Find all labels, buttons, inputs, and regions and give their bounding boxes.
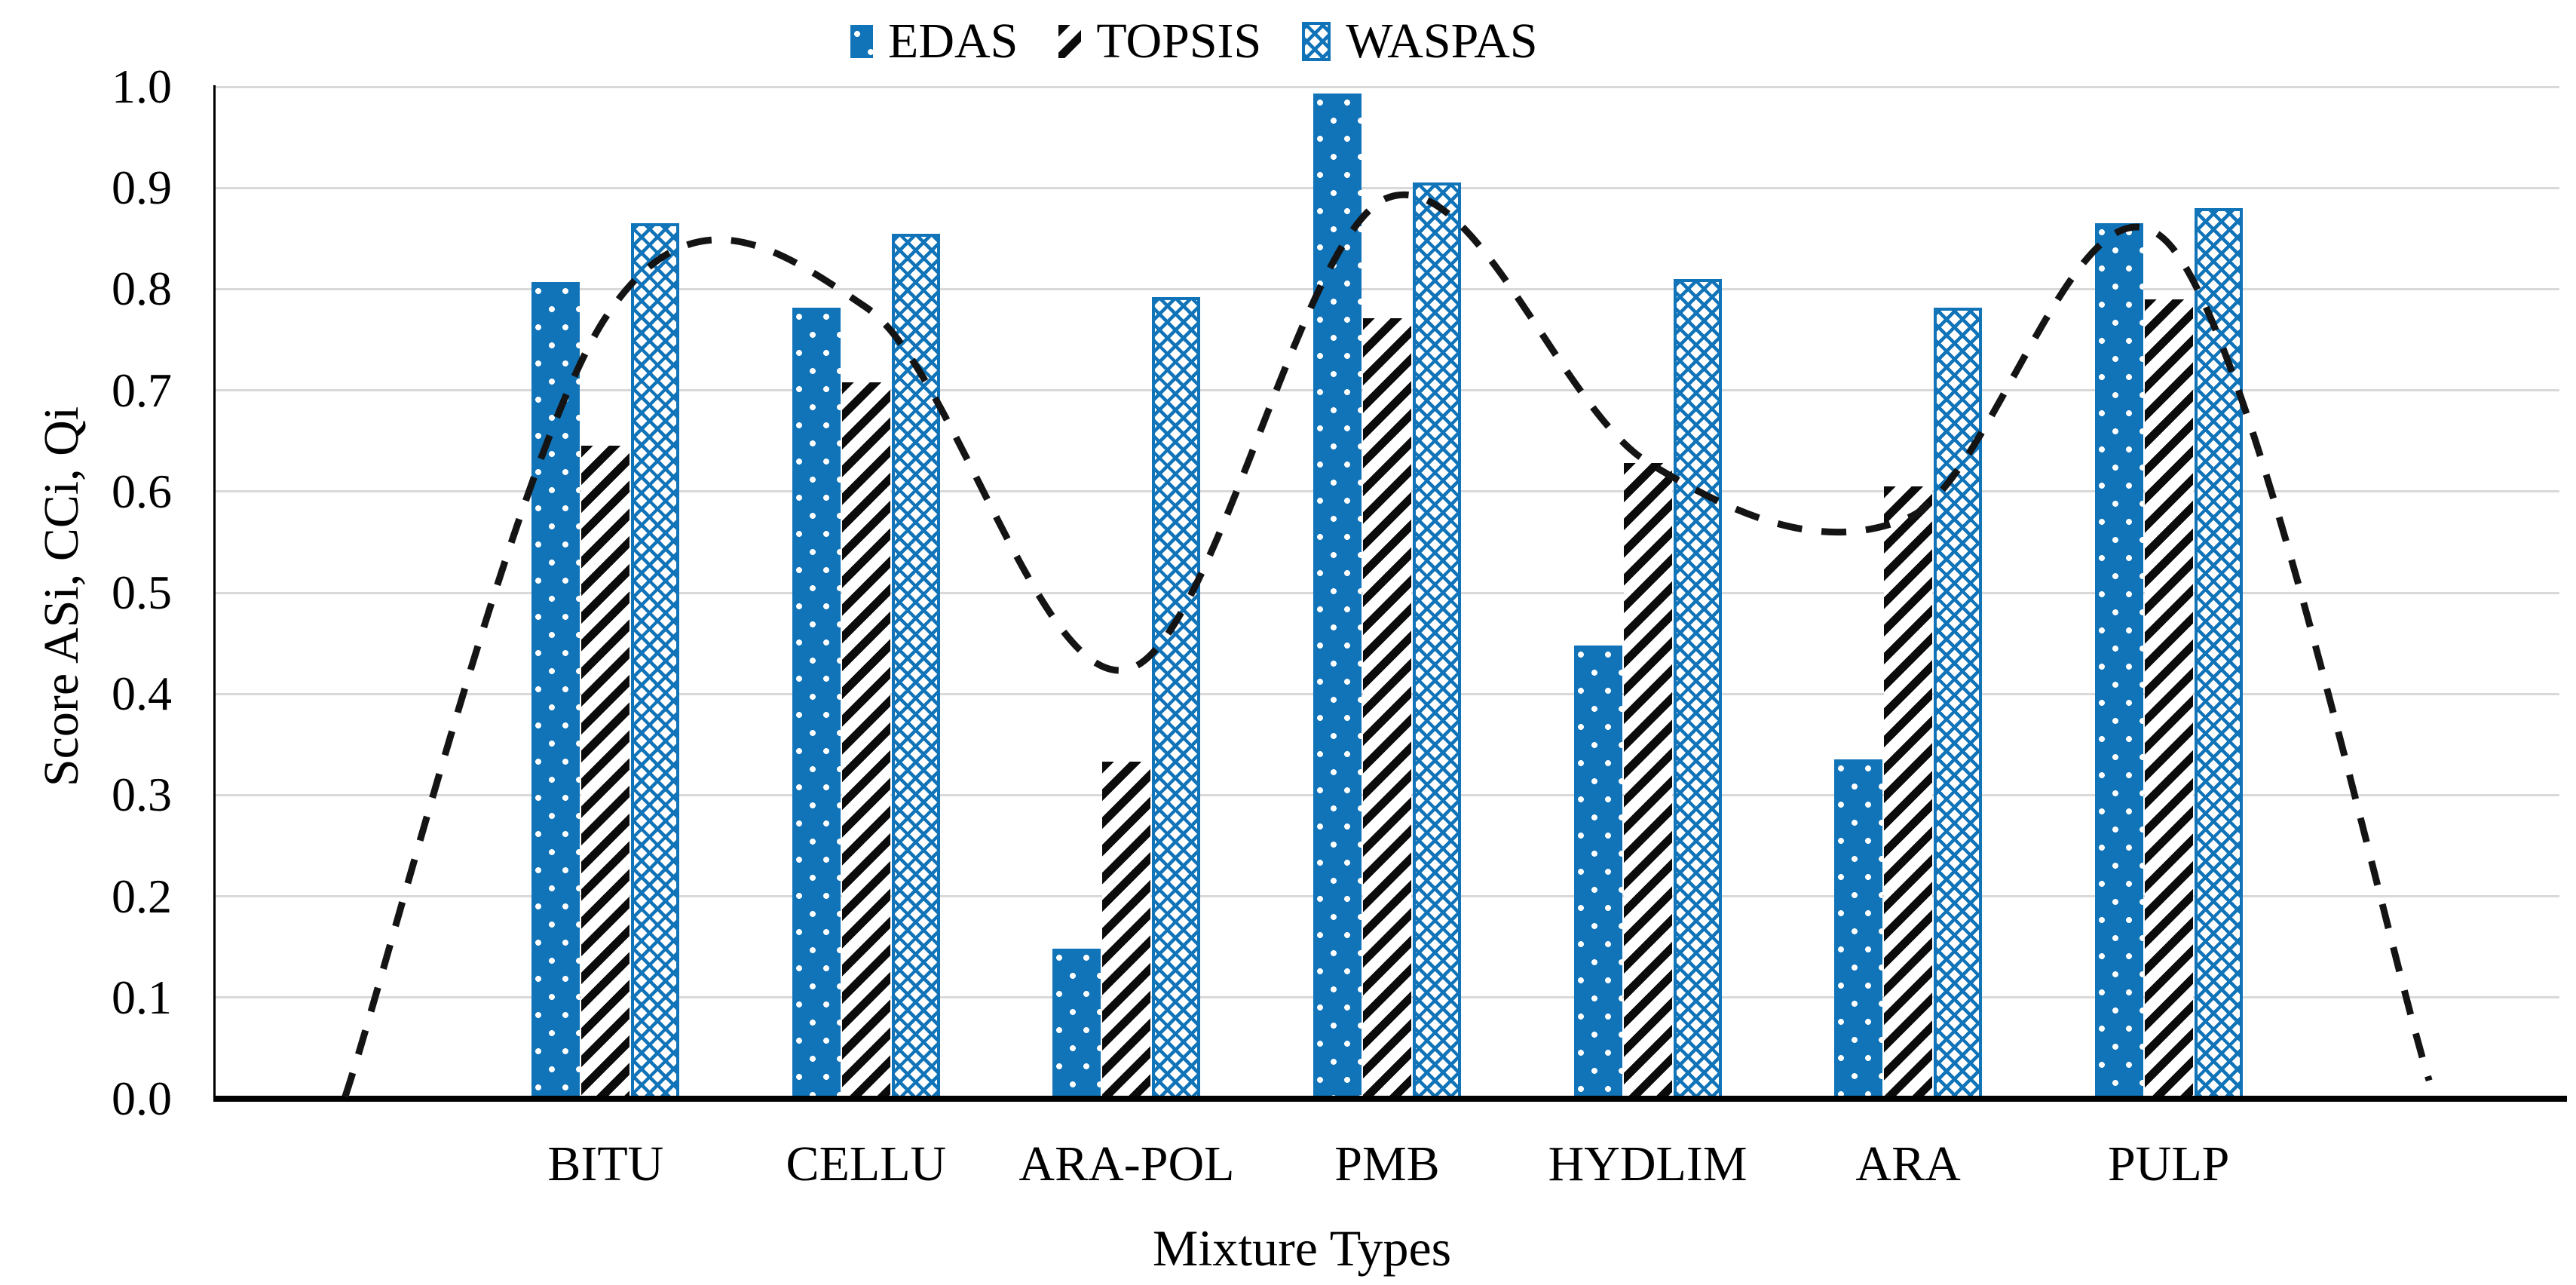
- bar-waspas-cellu: [891, 233, 940, 1099]
- bar-edas-pulp: [2094, 223, 2143, 1099]
- category-label-pulp: PULP: [2107, 1136, 2230, 1191]
- legend-label: EDAS: [888, 14, 1018, 69]
- y-tick-label: 0.3: [112, 768, 172, 822]
- bar-topsis-cellu: [841, 382, 890, 1099]
- category-label-hydlim: HYDLIM: [1548, 1136, 1747, 1191]
- bar-edas-ara: [1834, 759, 1883, 1099]
- bar-waspas-bitu: [631, 223, 680, 1099]
- legend-item-waspas: WASPAS: [1302, 14, 1538, 69]
- bar-edas-pmb: [1313, 94, 1362, 1099]
- category-label-bitu: BITU: [547, 1136, 664, 1191]
- edas-swatch-icon: [850, 25, 873, 58]
- category-label-pmb: PMB: [1334, 1136, 1440, 1191]
- y-tick-label: 0.8: [112, 262, 172, 316]
- bar-waspas-ara: [1934, 307, 1983, 1099]
- legend-item-edas: EDAS: [850, 17, 1018, 66]
- y-tick-label: 0.9: [112, 161, 172, 215]
- bar-topsis-pmb: [1363, 318, 1411, 1099]
- y-tick-label: 0.2: [112, 869, 172, 923]
- gridline: [215, 186, 2559, 189]
- y-tick-label: 0.5: [112, 566, 172, 619]
- y-tick-label: 0.1: [112, 970, 172, 1024]
- legend-label: TOPSIS: [1096, 14, 1262, 69]
- waspas-swatch-icon: [1302, 22, 1331, 61]
- y-tick-label: 0.6: [112, 464, 172, 518]
- bar-edas-ara-pol: [1052, 949, 1101, 1099]
- topsis-swatch-icon: [1058, 25, 1082, 58]
- x-axis-line: [213, 1096, 2567, 1102]
- bar-topsis-bitu: [581, 446, 630, 1099]
- bar-waspas-hydlim: [1673, 278, 1722, 1099]
- x-axis-title: Mixture Types: [1152, 1219, 1452, 1277]
- y-tick-label: 0.4: [112, 667, 172, 721]
- bar-waspas-ara-pol: [1152, 297, 1201, 1099]
- bar-waspas-pulp: [2194, 208, 2243, 1099]
- bar-waspas-pmb: [1413, 182, 1461, 1099]
- category-label-cellu: CELLU: [786, 1136, 947, 1191]
- gridline: [215, 85, 2559, 88]
- legend: EDAS TOPSIS WASPAS: [850, 17, 1538, 66]
- bar-topsis-ara-pol: [1102, 762, 1151, 1099]
- bar-edas-bitu: [531, 282, 580, 1099]
- y-tick-label: 0.7: [112, 363, 172, 417]
- y-tick-label: 1.0: [112, 60, 172, 113]
- bar-edas-hydlim: [1573, 645, 1622, 1099]
- legend-label: WASPAS: [1346, 14, 1538, 69]
- legend-item-topsis: TOPSIS: [1058, 17, 1261, 66]
- bar-topsis-pulp: [2144, 299, 2193, 1099]
- bar-topsis-ara: [1884, 486, 1933, 1099]
- y-axis-line: [213, 85, 216, 1100]
- bar-topsis-hydlim: [1623, 463, 1672, 1099]
- y-axis-title: Score ASi, CCi, Qi: [34, 406, 89, 787]
- category-label-ara-pol: ARA-POL: [1018, 1136, 1235, 1191]
- y-tick-label: 0.0: [112, 1072, 172, 1125]
- category-label-ara: ARA: [1855, 1136, 1961, 1191]
- bar-edas-cellu: [792, 307, 841, 1099]
